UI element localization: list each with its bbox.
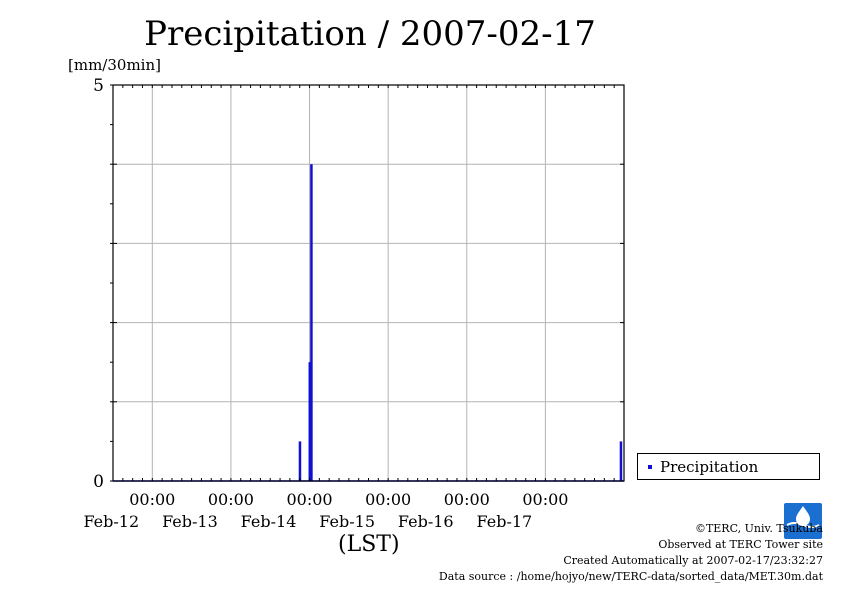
y-tick-label: 0 — [93, 472, 104, 492]
x-tick-time: 00:00 — [286, 490, 332, 509]
credits: ©TERC, Univ. Tsukuba Observed at TERC To… — [439, 521, 823, 585]
y-tick-label: 5 — [93, 76, 104, 96]
source-text: Data source : /home/hojyo/new/TERC-data/… — [438, 570, 823, 583]
legend-label: Precipitation — [660, 458, 759, 476]
x-tick-date: Feb-16 — [398, 512, 454, 531]
precip-bar — [310, 164, 313, 481]
precip-bar — [619, 441, 623, 481]
created-text: Created Automatically at 2007-02-17/23:3… — [563, 554, 823, 567]
x-tick-date: Feb-13 — [162, 512, 218, 531]
chart-title: Precipitation / 2007-02-17 — [144, 14, 596, 54]
legend-swatch — [648, 465, 652, 469]
x-tick-time: 00:00 — [208, 490, 254, 509]
precip-bar — [308, 362, 312, 481]
x-axis-label: (LST) — [338, 532, 400, 557]
x-tick-time: 00:00 — [365, 490, 411, 509]
plot-frame — [112, 84, 625, 482]
y-axis-unit: [mm/30min] — [68, 56, 161, 74]
precip-bar — [298, 441, 302, 481]
legend: Precipitation — [637, 453, 820, 480]
x-tick-labels: 00:00 Feb-12 00:00 Feb-13 00:00 Feb-14 00:00 Fe… — [83, 490, 568, 531]
x-tick-time: 00:00 — [129, 490, 175, 509]
axes — [110, 84, 625, 482]
grid-lines — [113, 85, 624, 481]
y-tick-labels: 05 — [93, 76, 104, 492]
x-tick-date: Feb-12 — [83, 512, 139, 531]
x-tick-time: 00:00 — [444, 490, 490, 509]
site-text: Observed at TERC Tower site — [658, 538, 823, 551]
x-tick-date: Feb-14 — [241, 512, 297, 531]
terc-logo — [784, 503, 822, 539]
x-tick-time: 00:00 — [522, 490, 568, 509]
copyright-text: ©TERC, Univ. Tsukuba — [694, 522, 823, 535]
x-tick-date: Feb-17 — [477, 512, 533, 531]
x-tick-date: Feb-15 — [319, 512, 375, 531]
